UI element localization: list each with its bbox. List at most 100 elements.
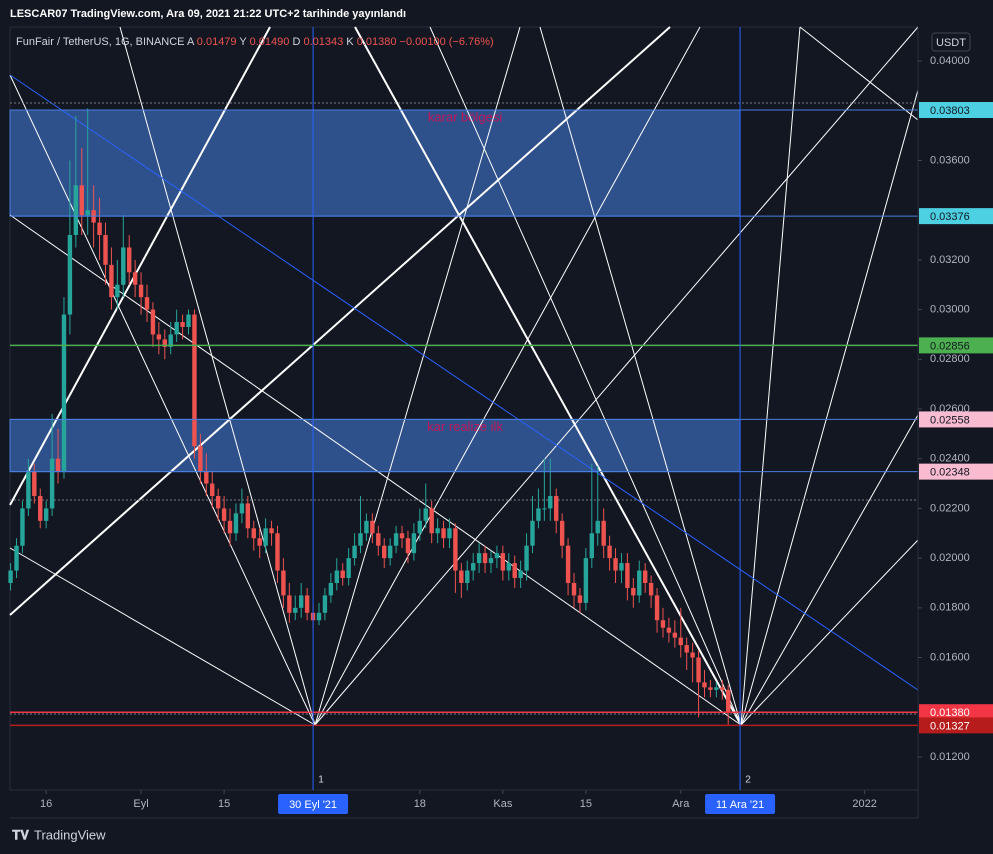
candle-body — [672, 632, 678, 638]
ohlc-value: 0.01490 — [250, 36, 290, 48]
y-tick-label: 0.01600 — [930, 651, 970, 663]
fan-line — [9, 214, 742, 726]
candle-body — [447, 528, 452, 539]
candle-body — [387, 545, 393, 559]
candle-body — [393, 533, 399, 546]
fan-line — [354, 26, 742, 726]
candle-body — [625, 563, 630, 588]
candle-body — [174, 322, 179, 335]
candle-body — [150, 309, 156, 335]
currency-button-label[interactable]: USDT — [936, 37, 966, 49]
x-tick-label: 16 — [40, 798, 52, 810]
candle-body — [459, 570, 464, 583]
y-tick-label: 0.03600 — [930, 154, 970, 166]
candle-body — [210, 483, 215, 496]
zone-label: karar bölgesi — [428, 109, 503, 124]
date-badge — [705, 794, 776, 814]
candle-body — [565, 545, 571, 583]
candle-body — [156, 334, 162, 340]
price-badge-label: 0.02558 — [930, 414, 970, 426]
symbol: FunFair / TetherUS, 1G, BINANCE — [16, 36, 185, 48]
candle-body — [304, 595, 310, 613]
candle-body — [263, 528, 268, 546]
candle-body — [32, 471, 37, 496]
candles — [8, 108, 731, 725]
candle-body — [162, 339, 167, 347]
candle-body — [405, 538, 411, 554]
candle-body — [530, 520, 535, 546]
candle-body — [666, 627, 672, 633]
candle-body — [494, 553, 500, 559]
price-badge-label: 0.02348 — [930, 467, 970, 479]
fan-line — [9, 74, 316, 726]
price-badge — [919, 717, 993, 734]
y-tick-label: 0.02000 — [930, 552, 970, 564]
legend: FunFair / TetherUS, 1G, BINANCE A 0.0147… — [16, 36, 494, 48]
candle-body — [14, 545, 19, 571]
ohlc-value: 0.01380 — [357, 36, 397, 48]
candle-body — [316, 612, 322, 621]
candle-body — [696, 657, 701, 683]
price-badge — [919, 337, 993, 354]
candle-body — [601, 520, 606, 546]
candle-body — [660, 620, 666, 628]
trend-line — [9, 74, 919, 691]
ohlc-key: Y — [239, 36, 247, 48]
candle-body — [476, 553, 482, 564]
zone — [9, 109, 741, 217]
x-tick-label: Kas — [493, 798, 512, 810]
candle-body — [144, 297, 150, 310]
candle-body — [637, 570, 642, 596]
candle-body — [245, 503, 251, 529]
gann-fan — [9, 26, 919, 726]
candle-body — [559, 520, 565, 546]
candle-body — [364, 520, 369, 534]
candle-body — [642, 570, 648, 583]
candle-body — [227, 520, 233, 534]
candle-body — [512, 563, 517, 579]
candle-body — [571, 582, 577, 596]
fan-line — [740, 89, 919, 726]
candle-body — [423, 508, 428, 521]
candle-body — [399, 533, 405, 539]
candle-body — [115, 284, 120, 298]
fan-line — [119, 26, 316, 726]
candle-body — [198, 446, 203, 472]
candle-body — [132, 272, 138, 285]
candle-body — [221, 508, 227, 521]
y-tick-label: 0.02200 — [930, 502, 970, 514]
candle-body — [631, 587, 636, 596]
candle-body — [720, 687, 725, 690]
x-tick-label: Ara — [672, 798, 690, 810]
fan-line — [9, 26, 271, 506]
currency-button[interactable] — [931, 32, 971, 52]
y-tick-label: 0.02800 — [930, 353, 970, 365]
candle-body — [500, 553, 506, 571]
candle-body — [127, 247, 132, 273]
candle-body — [453, 528, 458, 571]
candle-body — [518, 570, 523, 579]
candle-body — [352, 545, 357, 559]
candle-body — [619, 563, 624, 571]
fan-line — [799, 26, 919, 121]
candle-body — [186, 314, 191, 327]
candle-body — [482, 553, 488, 564]
candle-body — [43, 508, 49, 521]
candle-body — [613, 558, 618, 571]
price-badge — [919, 411, 993, 428]
date-marker: 1 — [318, 775, 324, 786]
candle-body — [334, 570, 339, 583]
ohlc-key: K — [346, 36, 354, 48]
candle-body — [702, 682, 707, 688]
candle-body — [488, 558, 494, 564]
candle-body — [61, 314, 67, 472]
candle-body — [465, 570, 470, 583]
candle-body — [583, 558, 589, 603]
candle-body — [595, 520, 600, 534]
candle-body — [257, 538, 262, 546]
candle-body — [269, 528, 274, 534]
candle-body — [103, 235, 108, 265]
fan-line — [539, 26, 742, 726]
candle-body — [714, 687, 719, 690]
